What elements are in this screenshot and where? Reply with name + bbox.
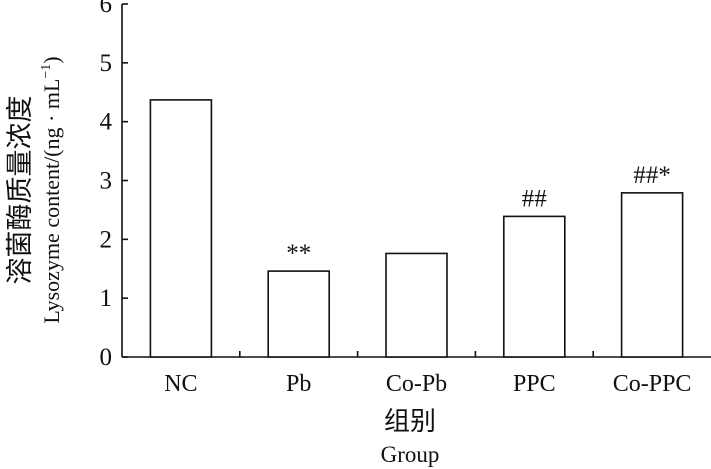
x-tick-label: Co-Pb [386, 371, 447, 397]
bar [149, 99, 213, 358]
x-tick-label: PPC [513, 371, 556, 397]
bars [149, 99, 684, 358]
bar [385, 252, 448, 358]
y-tick-label: 0 [100, 344, 113, 371]
y-tick-label: 1 [100, 285, 113, 312]
y-axis-title-en: Lysozyme content/(ng · mL−1) [39, 56, 64, 323]
y-axis-title-cn: 溶菌酶质量浓度 [5, 96, 35, 285]
x-tick-label: Co-PPC [613, 371, 692, 397]
bar [267, 270, 331, 358]
bar-annotation: ** [286, 240, 311, 267]
bar [620, 192, 684, 358]
bar [502, 215, 566, 358]
labels: 0 1 2 3 4 5 6 NC Pb ** Co-Pb PPC ## Co-PPC ##* [100, 0, 692, 397]
y-tick-label: 4 [100, 109, 113, 136]
y-tick-label: 3 [100, 168, 113, 195]
x-tick-label: NC [164, 371, 197, 397]
y-axis-title-en-close: ) [39, 56, 64, 63]
x-tick-label: Pb [286, 371, 311, 397]
x-axis-title-cn: 组别 [384, 407, 436, 436]
y-tick-label: 6 [100, 0, 113, 18]
bar-annotation: ## [522, 185, 548, 212]
bar-annotation: ##* [633, 162, 671, 189]
y-axis-title-en-sup: −1 [39, 64, 54, 79]
x-axis-title-en: Group [381, 442, 440, 467]
y-axis-title-en-main: Lysozyme content/(ng · mL [39, 79, 64, 324]
y-tick-label: 5 [100, 50, 113, 77]
y-tick-label: 2 [100, 226, 113, 253]
